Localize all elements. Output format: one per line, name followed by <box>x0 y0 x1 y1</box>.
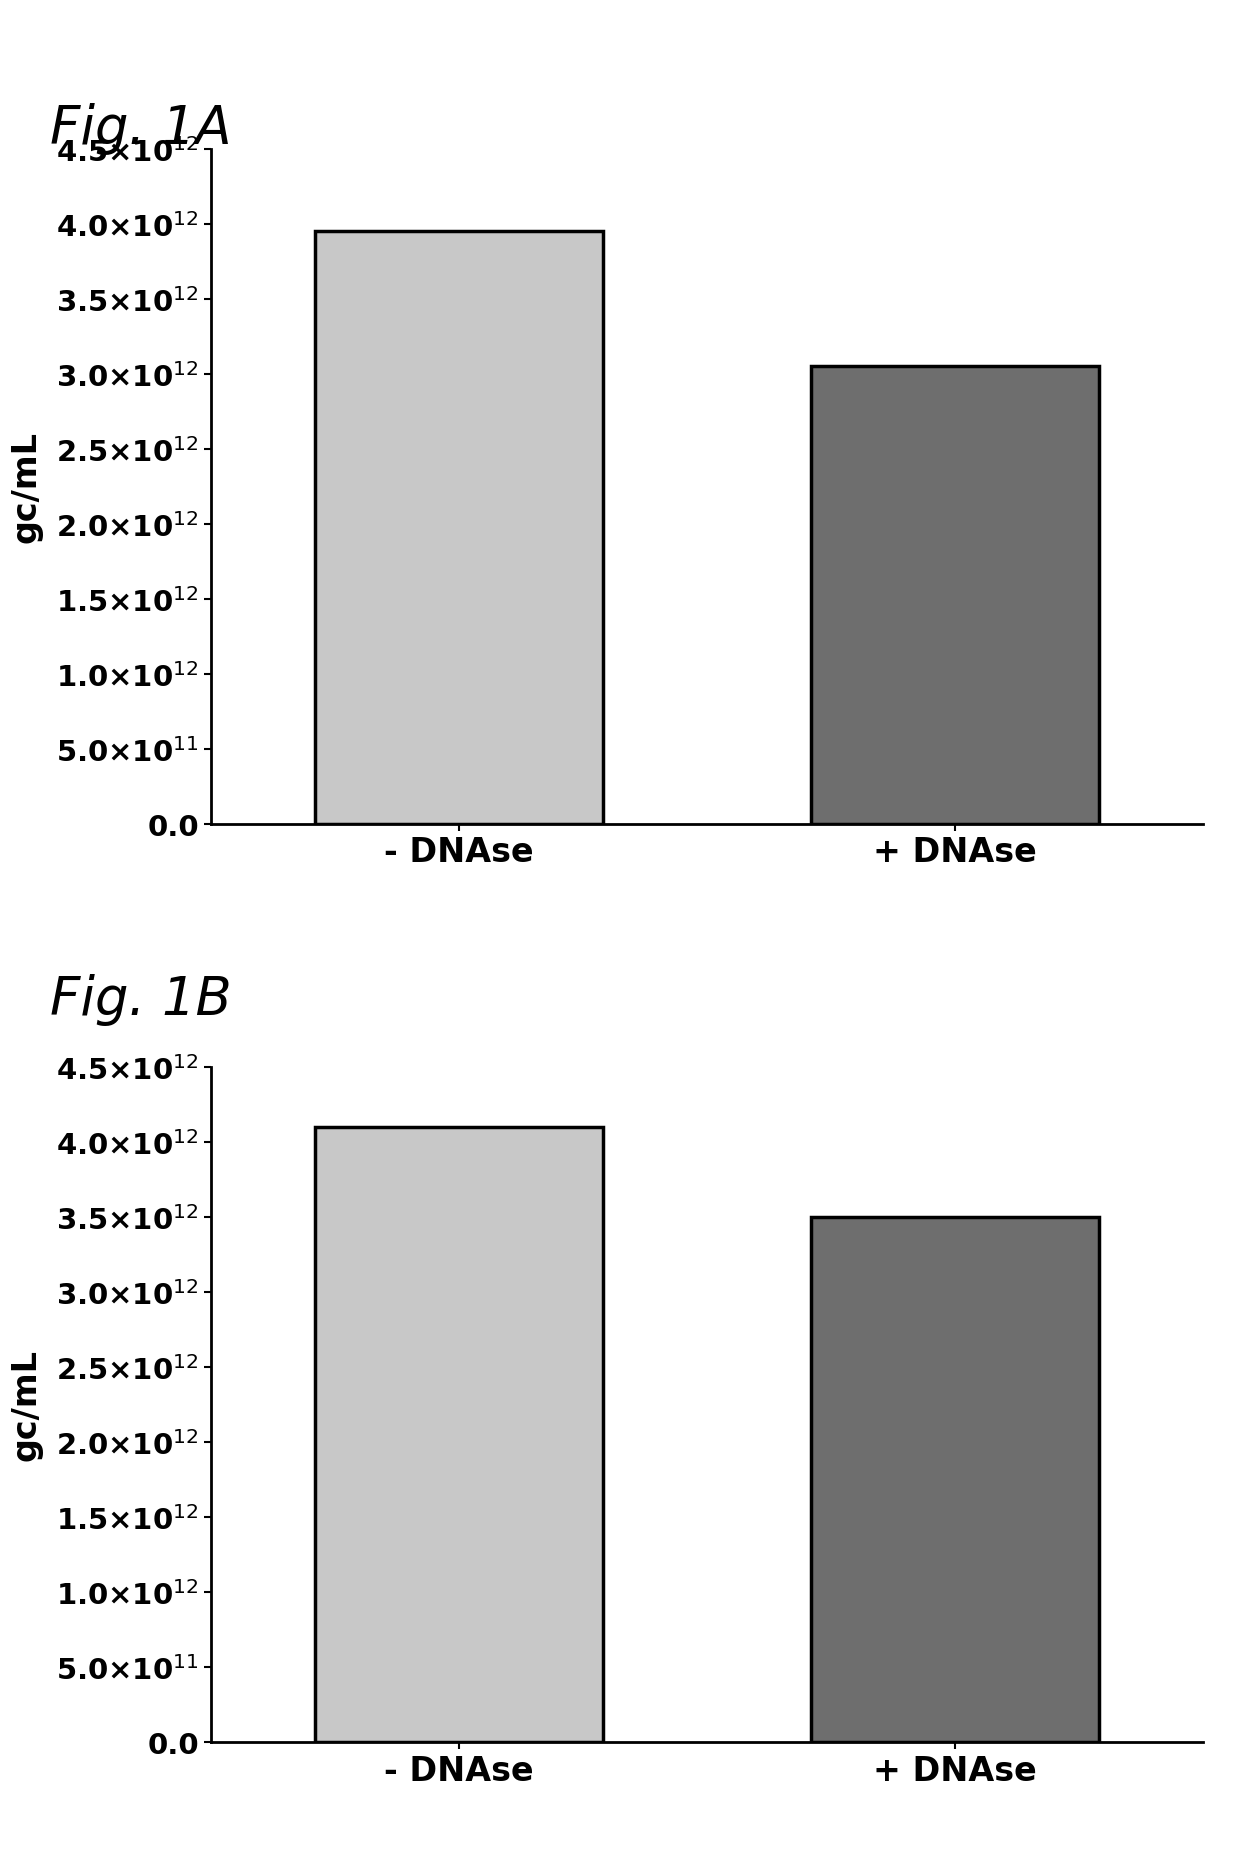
Y-axis label: gc/mL: gc/mL <box>10 431 42 543</box>
Bar <box>811 1217 1099 1742</box>
Bar <box>315 1128 603 1742</box>
Text: Fig. 1A: Fig. 1A <box>50 103 231 155</box>
Y-axis label: gc/mL: gc/mL <box>10 1349 42 1461</box>
Text: Fig. 1B: Fig. 1B <box>50 974 232 1026</box>
Bar <box>811 367 1099 824</box>
Bar <box>315 232 603 824</box>
